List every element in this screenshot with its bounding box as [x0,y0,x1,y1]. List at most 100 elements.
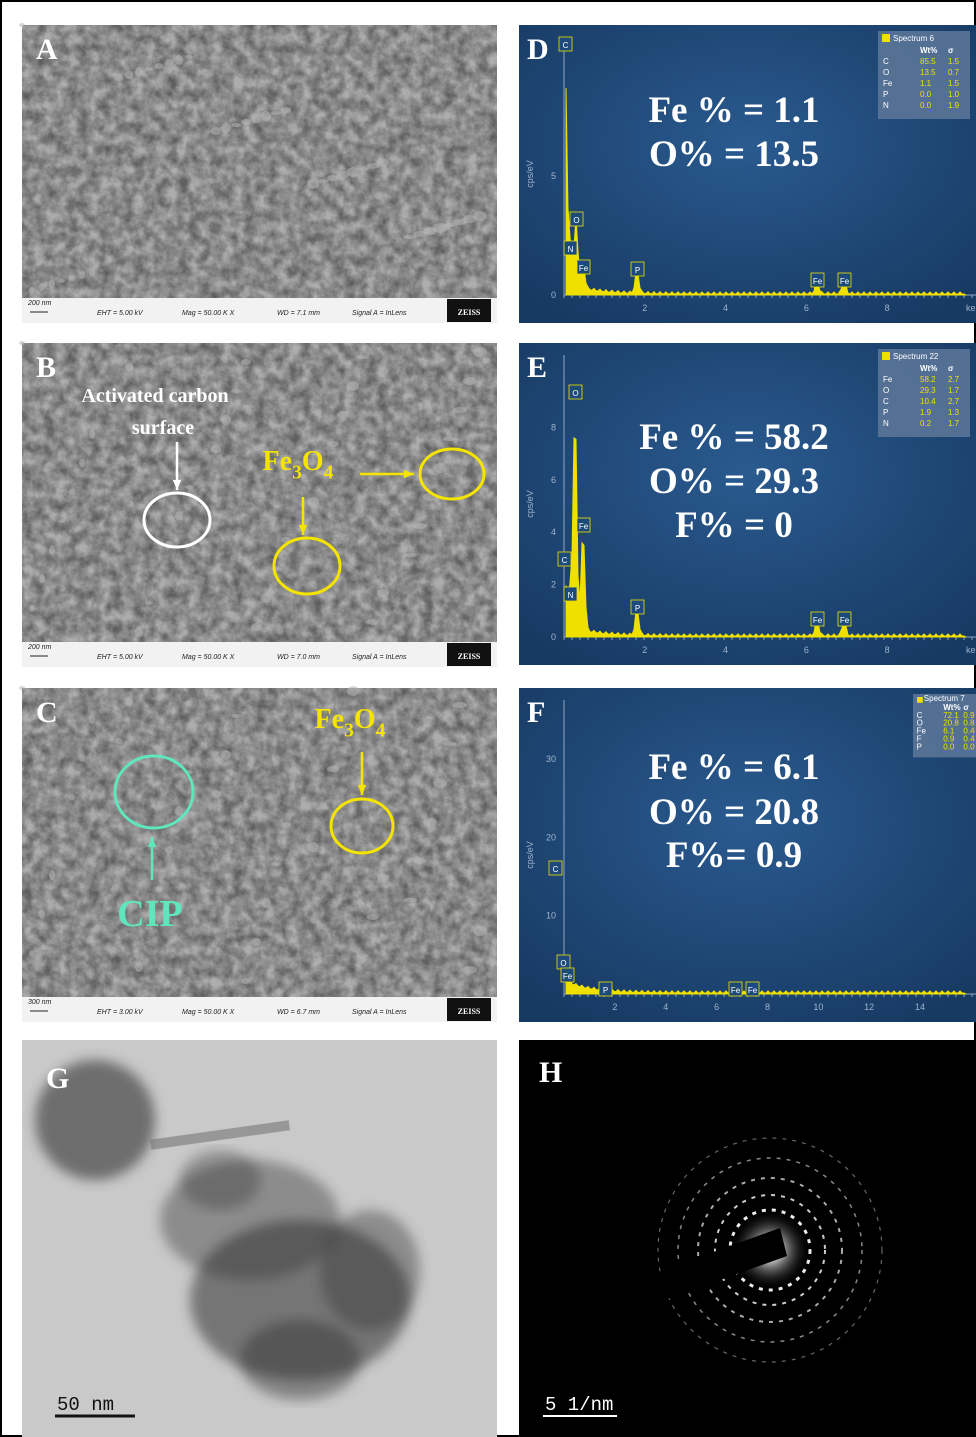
y-tick-label: 6 [551,475,556,485]
particle-cluster [320,1210,420,1330]
particle [271,567,281,571]
particle [251,623,261,631]
particle [317,806,329,810]
particle [19,341,25,345]
logo: ZEISS [458,308,481,317]
table-cell: 1.1 [920,79,932,88]
y-tick-label: 8 [551,422,556,432]
particle [175,55,183,65]
particle [49,545,55,555]
info-text: EHT = 5.00 kV [97,654,144,661]
particle [473,211,487,221]
table-cell: P [917,742,922,751]
particle [463,377,477,385]
table-cell: 85.5 [920,57,936,66]
table-cell: 1.0 [948,90,960,99]
particle [155,63,163,69]
particle [89,429,95,439]
particle [473,347,487,357]
y-tick-label: 5 [551,171,556,181]
y-tick-label: 2 [551,580,556,590]
peak-label: Fe [840,616,850,625]
panel-label: D [527,33,549,66]
particle [307,497,319,507]
peak-label: Fe [813,616,823,625]
particle [89,714,95,724]
particle [231,123,241,127]
x-tick-label: 4 [723,303,728,313]
info-text: Signal A = InLens [352,1009,407,1016]
scale-label: 50 nm [57,1394,114,1416]
particle [29,605,35,611]
table-cell: P [883,408,888,417]
particle [59,834,65,838]
particle [115,75,123,81]
particle [49,870,55,880]
info-text: EHT = 5.00 kV [97,310,144,317]
particle [59,279,65,283]
annotation: surface [132,417,194,439]
particle [125,71,133,79]
table-header: Wt% [920,364,937,373]
info-bar [22,642,497,667]
x-tick-label: 2 [612,1002,617,1012]
peak-label: Fe [840,277,850,286]
particle [89,267,95,277]
particle [271,862,281,866]
subscript: 4 [376,720,386,741]
peak-label: P [603,986,608,995]
particle [125,363,133,371]
panel-label: C [36,696,58,729]
panel-label: E [527,351,547,384]
info-text: Signal A = InLens [352,310,407,317]
particle [155,571,163,577]
table-cell: O [883,68,889,77]
table-cell: Fe [883,79,893,88]
x-tick-label: 8 [765,1002,770,1012]
particle [39,910,45,918]
peak-label: Fe [579,522,589,531]
scale-label: 200 nm [27,300,52,307]
table-cell: 58.2 [920,375,936,384]
panel-label: G [46,1062,69,1095]
table-cell: 0.7 [948,68,960,77]
panel-label: F [527,696,545,729]
particle [211,127,221,135]
x-tick-label: 6 [714,1002,719,1012]
particle [357,954,369,958]
x-tick-label: 6 [804,645,809,655]
particle [165,59,173,67]
table-cell: 0.0 [920,101,932,110]
x-tick-label: 4 [663,1002,668,1012]
composition: F%= 0.9 [666,835,802,876]
particle [79,459,85,467]
particle [49,279,55,289]
particle [423,818,437,826]
annotation-text: O [302,446,324,477]
table-cell: 1.5 [948,57,960,66]
sem-texture [22,688,497,997]
y-tick-label: 30 [546,754,556,764]
particle [443,437,457,441]
particle [185,55,193,59]
table-cell: Fe [883,375,893,384]
table-cell: 0.2 [920,419,932,428]
peak-label: O [572,389,578,398]
particle-cluster [180,1150,260,1210]
subscript: 3 [344,720,354,741]
peak-label: O [560,959,566,968]
particle [367,619,379,625]
peak-label: P [635,604,640,613]
particle [403,553,417,557]
scale-label: 5 1/nm [545,1394,613,1416]
composition: Fe % = 58.2 [639,417,829,458]
particle [241,119,251,125]
peak-label: N [568,591,574,600]
subscript: 3 [292,462,302,483]
particle [135,67,143,77]
logo: ZEISS [458,1007,481,1016]
particle [377,159,389,167]
particle [165,846,173,854]
logo: ZEISS [458,652,481,661]
info-text: Mag = 50.00 K X [182,310,235,317]
